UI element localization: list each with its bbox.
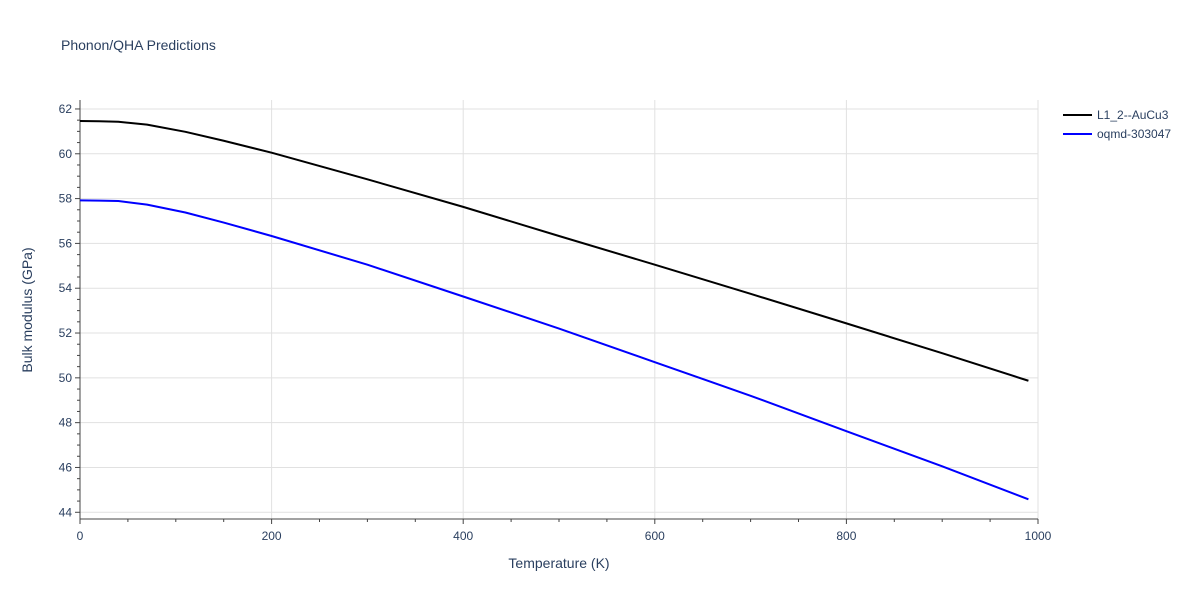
y-tick-label: 62 xyxy=(59,102,73,116)
series-lines xyxy=(79,120,1029,501)
y-tick-label: 48 xyxy=(59,416,73,430)
series-line-1 xyxy=(79,120,1029,382)
y-tick-label: 52 xyxy=(59,326,73,340)
x-tick-label: 800 xyxy=(836,529,856,543)
legend-item[interactable]: L1_2--AuCu3 xyxy=(1063,108,1169,122)
y-tick-label: 56 xyxy=(59,236,73,250)
legend-label: L1_2--AuCu3 xyxy=(1097,108,1169,122)
x-tick-label: 400 xyxy=(453,529,473,543)
y-axis-title: Bulk modulus (GPa) xyxy=(19,247,35,372)
legend[interactable]: L1_2--AuCu3 oqmd-303047 xyxy=(1063,108,1171,141)
legend-label: oqmd-303047 xyxy=(1097,127,1171,141)
y-tick-label: 58 xyxy=(59,192,73,206)
x-tick-label: 200 xyxy=(262,529,282,543)
y-tick-label: 60 xyxy=(59,147,73,161)
x-tick-label: 1000 xyxy=(1025,529,1052,543)
series-line-2 xyxy=(79,199,1029,501)
x-axis-title: Temperature (K) xyxy=(508,555,609,571)
y-tick-label: 46 xyxy=(59,460,73,474)
x-tick-labels: 0 200 400 600 800 1000 xyxy=(77,529,1052,543)
legend-item[interactable]: oqmd-303047 xyxy=(1063,127,1171,141)
axes xyxy=(75,100,1039,524)
y-tick-label: 50 xyxy=(59,371,73,385)
chart-title: Phonon/QHA Predictions xyxy=(61,37,216,53)
y-tick-label: 54 xyxy=(59,281,73,295)
y-tick-labels: 44 46 48 50 52 54 56 58 60 62 xyxy=(59,102,73,519)
x-tick-label: 600 xyxy=(645,529,665,543)
x-tick-label: 0 xyxy=(77,529,84,543)
y-tick-label: 44 xyxy=(59,505,73,519)
